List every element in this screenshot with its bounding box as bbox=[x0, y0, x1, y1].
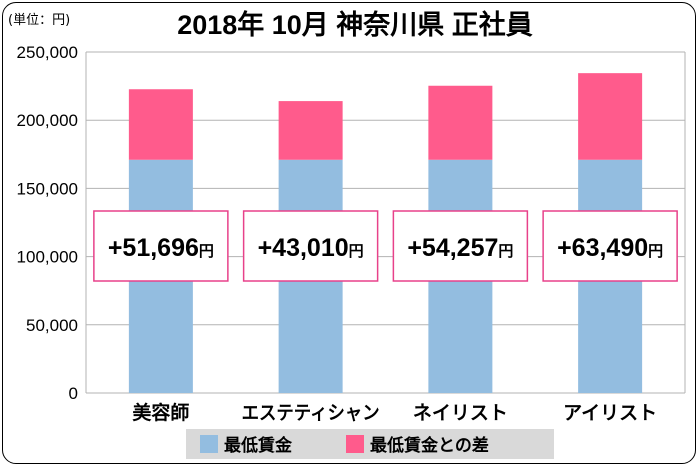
y-tick-label: 200,000 bbox=[17, 111, 78, 130]
callout-label: +54,257円 bbox=[407, 234, 513, 262]
x-category-label: アイリスト bbox=[563, 402, 657, 424]
bar-segment-difference bbox=[278, 101, 343, 160]
y-tick-label: 50,000 bbox=[26, 316, 78, 335]
callout-label: +63,490円 bbox=[557, 234, 663, 262]
legend-box bbox=[186, 429, 554, 459]
callout-box bbox=[242, 210, 379, 282]
y-tick-label: 100,000 bbox=[17, 248, 78, 267]
x-category-label: 美容師 bbox=[132, 401, 189, 424]
y-tick-label: 0 bbox=[69, 384, 78, 403]
y-axis-ticks: 0 50,000 100,000 150,000 200,000 250,000 bbox=[17, 43, 78, 403]
callout-box bbox=[93, 210, 229, 282]
legend-swatch bbox=[200, 435, 218, 453]
y-tick-label: 150,000 bbox=[17, 179, 78, 198]
y-tick-label: 250,000 bbox=[17, 43, 78, 62]
callout-box bbox=[392, 210, 529, 282]
difference-callouts: +51,696円 +43,010円 +54,257円 +63,490円 bbox=[93, 210, 678, 282]
bar-segment-difference bbox=[578, 73, 643, 160]
bar-segment-difference bbox=[128, 89, 193, 160]
legend-swatch bbox=[346, 435, 364, 453]
legend-label: 最低賃金との差 bbox=[370, 435, 489, 456]
callout-label: +51,696円 bbox=[108, 234, 214, 262]
legend-label: 最低賃金 bbox=[224, 435, 293, 456]
bar-segment-difference bbox=[428, 85, 493, 160]
callout-box bbox=[542, 210, 678, 282]
callout-label: +43,010円 bbox=[258, 234, 364, 262]
chart-title: 2018年 10月 神奈川県 正社員 bbox=[177, 9, 533, 40]
legend: 最低賃金 最低賃金との差 bbox=[200, 435, 489, 456]
x-axis-labels: 美容師 エステティシャン ネイリスト アイリスト bbox=[132, 401, 657, 424]
x-category-label: エステティシャン bbox=[242, 402, 380, 424]
x-category-label: ネイリスト bbox=[413, 402, 508, 424]
unit-label: (単位：円) bbox=[8, 12, 70, 28]
